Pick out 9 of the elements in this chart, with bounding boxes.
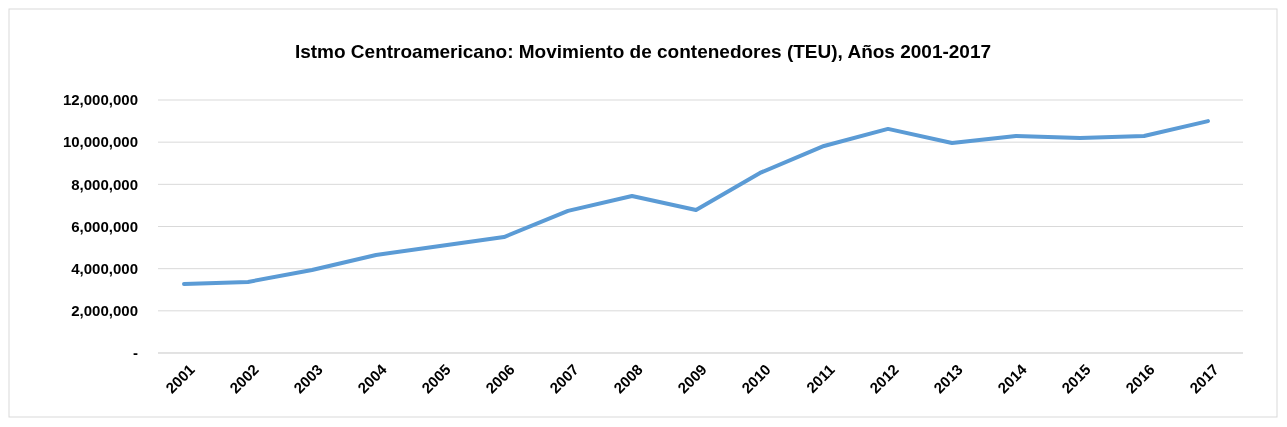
y-tick-label: 12,000,000 <box>62 91 138 109</box>
y-tick-label: 6,000,000 <box>71 217 138 235</box>
chart-title: Istmo Centroamericano: Movimiento de contenedores (TEU), Años 2001-2017 <box>294 41 992 62</box>
y-tick-label: - <box>133 344 138 362</box>
y-tick-label: 8,000,000 <box>71 175 138 193</box>
y-tick-label: 4,000,000 <box>71 259 138 277</box>
y-tick-label: 10,000,000 <box>62 133 138 151</box>
line-series <box>182 119 1210 287</box>
y-tick-label: 2,000,000 <box>71 302 138 320</box>
